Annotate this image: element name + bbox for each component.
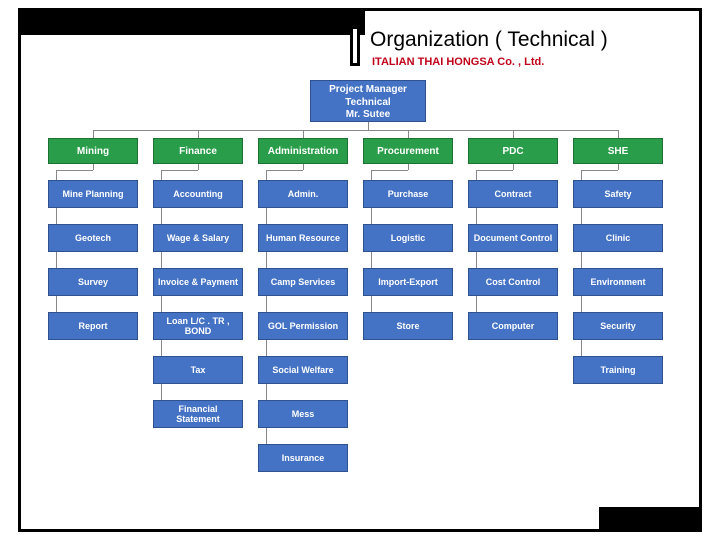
connector: [266, 170, 303, 171]
root-line1: Project Manager: [313, 84, 423, 97]
sub-node: Safety: [573, 180, 663, 208]
sub-node: Insurance: [258, 444, 348, 472]
connector: [371, 170, 408, 171]
root-line3: Mr. Sutee: [313, 109, 423, 122]
sub-node: Wage & Salary: [153, 224, 243, 252]
connector: [303, 164, 304, 170]
connector: [198, 164, 199, 170]
sub-node: Cost Control: [468, 268, 558, 296]
sub-node: Mess: [258, 400, 348, 428]
sub-node: Computer: [468, 312, 558, 340]
connector: [368, 122, 369, 130]
connector: [408, 164, 409, 170]
connector: [56, 170, 93, 171]
connector: [513, 164, 514, 170]
sub-node: Store: [363, 312, 453, 340]
sub-node: Security: [573, 312, 663, 340]
sub-node: Financial Statement: [153, 400, 243, 428]
sub-node: Loan L/C . TR , BOND: [153, 312, 243, 340]
dept-node: Administration: [258, 138, 348, 164]
connector: [618, 130, 619, 138]
sub-node: Tax: [153, 356, 243, 384]
sub-node: Purchase: [363, 180, 453, 208]
root-line2: Technical: [313, 97, 423, 110]
sub-node: Report: [48, 312, 138, 340]
connector: [93, 130, 94, 138]
sub-node: Invoice & Payment: [153, 268, 243, 296]
root-node: Project Manager Technical Mr. Sutee: [310, 80, 426, 122]
dept-node: Procurement: [363, 138, 453, 164]
sub-node: GOL Permission: [258, 312, 348, 340]
connector: [581, 170, 618, 171]
sub-node: Logistic: [363, 224, 453, 252]
connector: [93, 164, 94, 170]
sub-node: Document Control: [468, 224, 558, 252]
sub-node: Human Resource: [258, 224, 348, 252]
connector: [408, 130, 409, 138]
dept-node: Finance: [153, 138, 243, 164]
connector: [513, 130, 514, 138]
sub-node: Contract: [468, 180, 558, 208]
sub-node: Camp Services: [258, 268, 348, 296]
dept-node: SHE: [573, 138, 663, 164]
sub-node: Clinic: [573, 224, 663, 252]
sub-node: Admin.: [258, 180, 348, 208]
page-subtitle: ITALIAN THAI HONGSA Co. , Ltd.: [372, 56, 544, 68]
page-title: Organization ( Technical ): [370, 28, 608, 52]
sub-node: Survey: [48, 268, 138, 296]
connector: [303, 130, 304, 138]
connector: [198, 130, 199, 138]
org-chart: Project Manager Technical Mr. Sutee Mini…: [48, 80, 688, 520]
connector: [93, 130, 618, 131]
sub-node: Training: [573, 356, 663, 384]
sub-node: Social Welfare: [258, 356, 348, 384]
sub-node: Geotech: [48, 224, 138, 252]
connector: [618, 164, 619, 170]
sub-node: Import-Export: [363, 268, 453, 296]
sub-node: Mine Planning: [48, 180, 138, 208]
sub-node: Environment: [573, 268, 663, 296]
connector: [476, 170, 513, 171]
header-black-bar: [21, 11, 365, 35]
connector: [161, 170, 198, 171]
dept-node: PDC: [468, 138, 558, 164]
dept-node: Mining: [48, 138, 138, 164]
sub-node: Accounting: [153, 180, 243, 208]
title-marker: [350, 26, 360, 66]
